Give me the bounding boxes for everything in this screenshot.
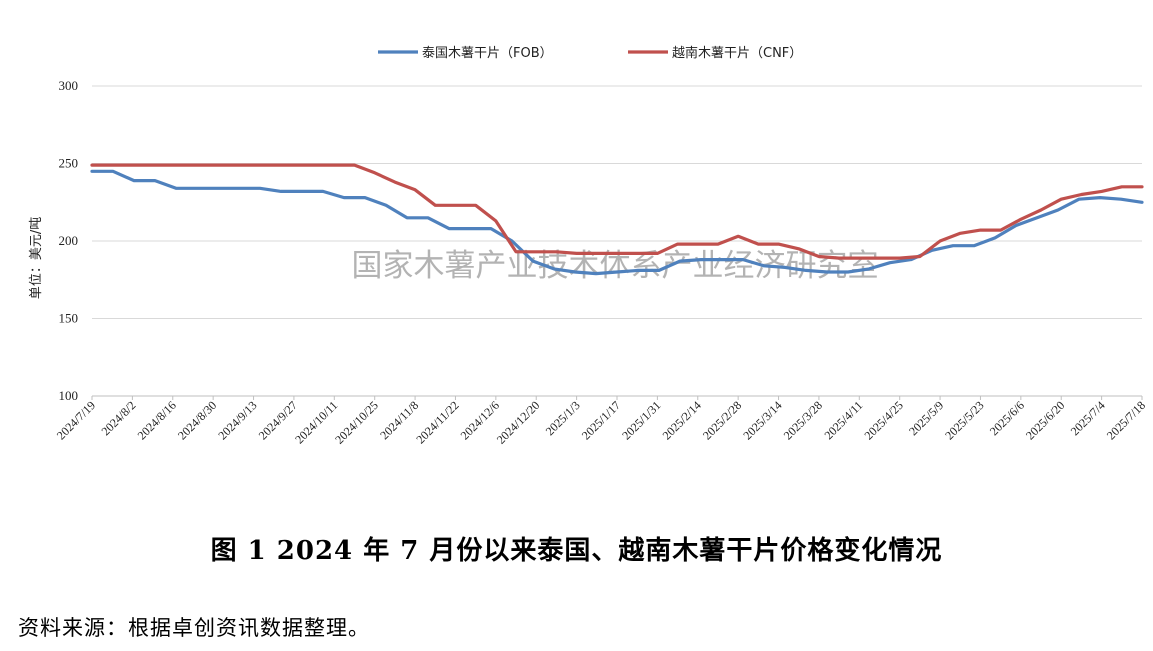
- legend-label-0: 泰国木薯干片（FOB）: [422, 46, 553, 61]
- x-tick-label: 2025/1/17: [579, 398, 623, 442]
- x-tick-label: 2024/8/30: [175, 398, 219, 442]
- x-tick-label: 2025/7/4: [1068, 398, 1108, 438]
- x-tick-label: 2024/8/2: [98, 398, 138, 438]
- source-note: 资料来源：根据卓创资讯数据整理。: [18, 616, 370, 640]
- x-tick-label: 2024/10/11: [292, 398, 340, 446]
- y-axis-label: 单位：美元/吨: [29, 217, 44, 299]
- x-tick-label: 2025/5/9: [906, 398, 946, 438]
- x-tick-label: 2025/3/28: [781, 398, 825, 442]
- x-tick-label: 2025/6/20: [1023, 398, 1067, 442]
- x-tick-label: 2024/12/20: [494, 398, 543, 447]
- x-tick-label: 2025/1/3: [543, 398, 583, 438]
- x-tick-label: 2025/4/25: [861, 398, 905, 442]
- x-tick-label: 2024/10/25: [332, 398, 381, 447]
- y-tick-label: 100: [59, 388, 79, 403]
- y-tick-label: 250: [59, 156, 79, 171]
- x-tick-label: 2025/1/31: [619, 398, 663, 442]
- x-axis-ticks: 2024/7/19 2024/8/22024/8/162024/8/302024/…: [54, 396, 1148, 447]
- x-tick-label: 2024/11/22: [413, 398, 461, 446]
- legend: 泰国木薯干片（FOB） 越南木薯干片（CNF）: [378, 45, 802, 61]
- x-tick-label: 2025/3/14: [740, 398, 784, 442]
- x-tick-label: 2025/6/6: [987, 398, 1027, 438]
- x-tick-label: 2024/7/19: [54, 398, 98, 442]
- x-tick-label: 2025/4/11: [821, 398, 865, 442]
- series-line-1: [90, 163, 1144, 260]
- legend-label-1: 越南木薯干片（CNF）: [672, 45, 802, 61]
- figure-caption: 图 1 2024 年 7 月份以来泰国、越南木薯干片价格变化情况: [210, 536, 943, 566]
- y-tick-label: 200: [59, 233, 79, 248]
- y-tick-label: 300: [59, 78, 79, 93]
- series-lines: [90, 163, 1144, 276]
- x-tick-label: 2025/7/18: [1104, 398, 1148, 442]
- y-axis-ticks: 100 150 200 250 300: [59, 78, 79, 403]
- x-tick-label: 2024/9/13: [215, 398, 259, 442]
- x-tick-label: 2025/5/23: [942, 398, 986, 442]
- x-tick-label: 2024/8/16: [135, 398, 179, 442]
- series-line-0: [90, 169, 1144, 276]
- x-tick-label: 2025/2/28: [700, 398, 744, 442]
- x-tick-label: 2025/2/14: [660, 398, 704, 442]
- y-tick-label: 150: [59, 311, 79, 326]
